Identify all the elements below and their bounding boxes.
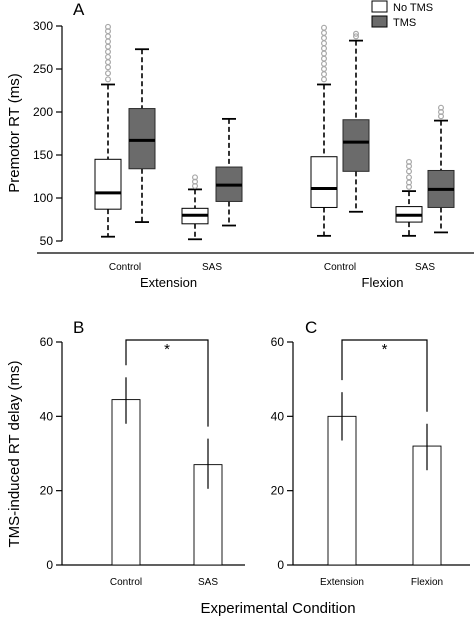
panel-b-significance-bracket	[125, 339, 209, 427]
panel-b-letter: B	[73, 318, 84, 337]
box-outlier	[321, 29, 328, 36]
panel-c-significance-bracket	[341, 339, 428, 412]
legend-swatch	[371, 15, 388, 28]
panel-b-y-tick-label: 20	[40, 484, 54, 498]
legend-label: TMS	[393, 17, 416, 29]
panel-b-content: 0 20 40 60 Control SAS *	[40, 335, 223, 588]
box-extension-control-tms	[128, 48, 156, 223]
box-flexion-control-tms	[342, 30, 370, 213]
panel-a-group-label: Flexion	[362, 275, 404, 290]
box-extension-sas-no-tms	[181, 174, 209, 241]
box-outlier	[353, 30, 360, 37]
box-outlier	[321, 65, 328, 72]
box-flexion-control-no-tms	[310, 24, 338, 237]
box-extension-sas-tms	[215, 117, 243, 227]
box-outlier	[321, 76, 328, 83]
panel-a-boxes	[94, 23, 455, 241]
panel-a-y-tick-label: 250	[33, 62, 53, 76]
panel-c-y-tick-label: 20	[271, 484, 285, 498]
panel-a-y-tick-label: 150	[33, 148, 53, 162]
box-outlier	[104, 76, 111, 83]
box-outlier	[321, 40, 328, 47]
box-outlier	[321, 71, 328, 78]
panel-b-category-label: SAS	[198, 577, 218, 588]
panel-b-significance-star: *	[164, 341, 170, 358]
box-iqr	[128, 108, 156, 170]
box-outlier	[104, 70, 111, 77]
box-outlier	[104, 43, 111, 50]
panel-a-letter: A	[73, 0, 85, 19]
legend-swatch	[371, 0, 388, 13]
legend-label: No TMS	[393, 2, 433, 14]
box-outlier	[104, 53, 111, 60]
panel-b-category-label: Control	[110, 577, 142, 588]
box-outlier	[321, 60, 328, 67]
box-outlier	[353, 33, 360, 40]
panel-b-y-tick-label: 0	[46, 558, 53, 572]
panel-a-category-label: Control	[109, 262, 141, 273]
box-outlier	[104, 48, 111, 55]
panel-a-y-axis-label: Premotor RT (ms)	[6, 73, 23, 192]
box-iqr	[342, 119, 370, 172]
box-outlier	[321, 35, 328, 42]
panel-c-significance-star: *	[382, 341, 388, 358]
panel-a-category-label: Control	[324, 262, 356, 273]
box-outlier	[321, 24, 328, 31]
box-outlier	[321, 50, 328, 57]
panel-b-y-tick-label: 40	[40, 409, 54, 423]
panel-a-category-labels: Control SAS Extension Control SAS Flexion	[109, 262, 435, 290]
panel-c-content: 0 20 40 60 Extension Flexion *	[271, 335, 443, 588]
panel-c-category-label: Flexion	[411, 577, 443, 588]
panel-c-category-label: Extension	[320, 577, 364, 588]
box-outlier	[104, 59, 111, 66]
panel-a-category-label: SAS	[202, 262, 222, 273]
panel-a-group-label: Extension	[140, 275, 197, 290]
panel-a-y-ticks: 50 100 150 200 250 300	[33, 19, 62, 248]
box-flexion-sas-tms	[427, 104, 455, 234]
panel-a-y-tick-label: 300	[33, 19, 53, 33]
bottom-y-axis-label: TMS-induced RT delay (ms)	[6, 360, 23, 547]
box-outlier	[104, 38, 111, 45]
panel-a-y-tick-label: 200	[33, 105, 53, 119]
shared-x-axis-label: Experimental Condition	[200, 600, 355, 617]
box-iqr	[94, 158, 122, 210]
box-outlier	[104, 64, 111, 71]
panel-c-y-tick-label: 40	[271, 409, 285, 423]
box-extension-control-no-tms	[94, 23, 122, 238]
box-outlier	[104, 33, 111, 40]
panel-a-y-tick-label: 50	[40, 234, 54, 248]
panel-c-y-tick-label: 0	[277, 558, 284, 572]
panel-a-category-label: SAS	[415, 262, 435, 273]
panel-c-y-tick-label: 60	[271, 335, 285, 349]
panel-c-letter: C	[305, 318, 317, 337]
panel-b-y-tick-label: 60	[40, 335, 54, 349]
panel-a-legend: No TMS TMS	[371, 0, 433, 29]
box-outlier	[406, 158, 413, 165]
panel-a-y-tick-label: 100	[33, 191, 53, 205]
box-outlier	[406, 168, 413, 175]
box-outlier	[321, 55, 328, 62]
box-outlier	[321, 45, 328, 52]
panel-c-bar	[327, 415, 357, 566]
box-outlier	[104, 23, 111, 30]
box-outlier	[406, 174, 413, 181]
box-outlier	[192, 174, 199, 181]
box-flexion-sas-no-tms	[395, 158, 423, 237]
box-outlier	[438, 104, 445, 111]
panel-b-bar	[111, 399, 141, 566]
box-iqr	[310, 156, 338, 208]
